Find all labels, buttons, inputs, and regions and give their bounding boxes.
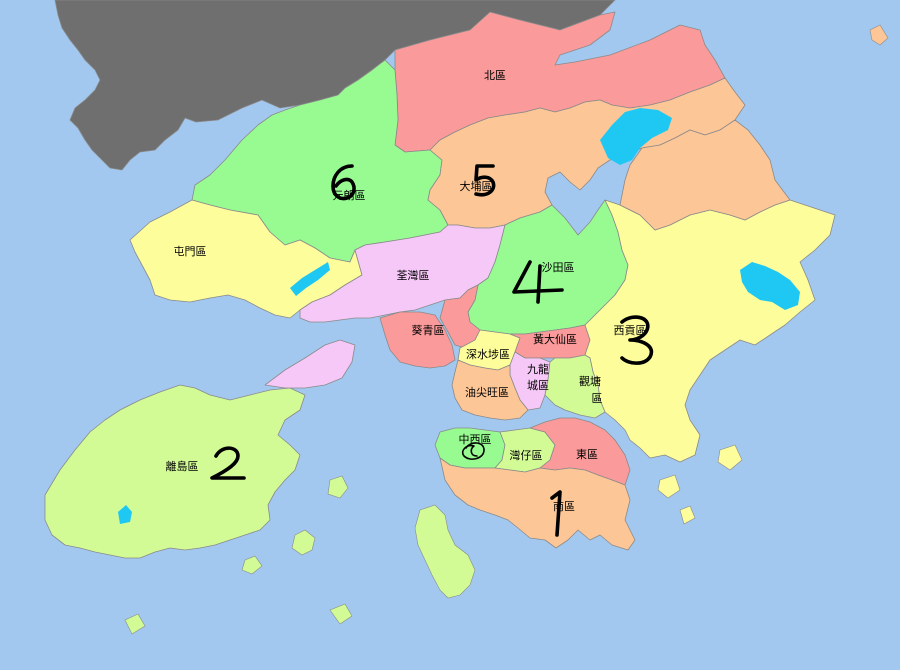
handwritten-number-3 [620,315,654,365]
label-sai-kung: 西貢區 [614,324,647,337]
district-southern[interactable] [439,457,636,551]
district-kwai-tsing[interactable] [379,311,456,369]
label-kwun-tong-2: 區 [592,392,603,405]
label-wong-tai-sin: 黃大仙區 [533,332,577,346]
tai-lam-reservoir [290,262,330,296]
label-yau-tsim-mong: 油尖旺區 [465,385,509,399]
label-sha-tin: 沙田區 [542,261,575,274]
label-tsuen-wan: 荃灣區 [397,268,430,282]
district-islands-small-1[interactable] [241,555,263,575]
district-islands-small-2[interactable] [124,613,146,635]
label-islands: 離島區 [166,459,199,473]
plover-cove-reservoir [600,108,672,165]
label-north: 北區 [484,69,506,82]
handwritten-number-1 [550,490,562,537]
district-tsuen-wan-exclave[interactable] [264,339,356,389]
label-sham-shui-po: 深水埗區 [466,347,510,361]
handwritten-number-4 [512,260,564,304]
district-islands-lamma[interactable] [414,504,476,599]
district-islands-peng-chau[interactable] [327,475,349,499]
label-wan-chai: 灣仔區 [510,449,543,462]
high-island-reservoir [740,262,800,310]
label-tuen-mun: 屯門區 [174,245,207,258]
handwritten-number-2 [210,446,246,480]
label-central-western: 中西區 [459,433,492,446]
label-kwun-tong-1: 觀塘 [579,374,601,388]
district-sai-kung-islet-3[interactable] [679,505,696,525]
handwritten-number-6 [331,164,356,201]
district-sai-kung-islet-1[interactable] [717,444,743,471]
district-north-islet[interactable] [869,24,889,46]
district-sai-kung-islet-2[interactable] [657,474,681,499]
district-yau-tsim-mong[interactable] [451,359,529,421]
district-kwun-tong[interactable] [544,354,606,419]
district-islands-cheung-chau[interactable] [291,529,316,556]
district-islands-lantau[interactable] [44,384,306,559]
mainland-china [54,0,616,171]
label-kowloon-city-1: 九龍 [527,362,549,376]
label-eastern: 東區 [576,448,598,461]
label-kowloon-city-2: 城區 [527,379,549,392]
label-kwai-tsing: 葵青區 [412,324,445,337]
handwritten-number-5 [474,164,496,197]
label-tai-po: 大埔區 [460,179,493,193]
handwritten-scribble [461,442,485,460]
district-kwai-tsing-east[interactable] [439,284,481,349]
district-sai-kung-east[interactable] [619,119,791,231]
label-southern: 南區 [553,500,575,513]
shek-pik-reservoir [118,505,132,524]
district-islands-small-3[interactable] [329,603,353,625]
